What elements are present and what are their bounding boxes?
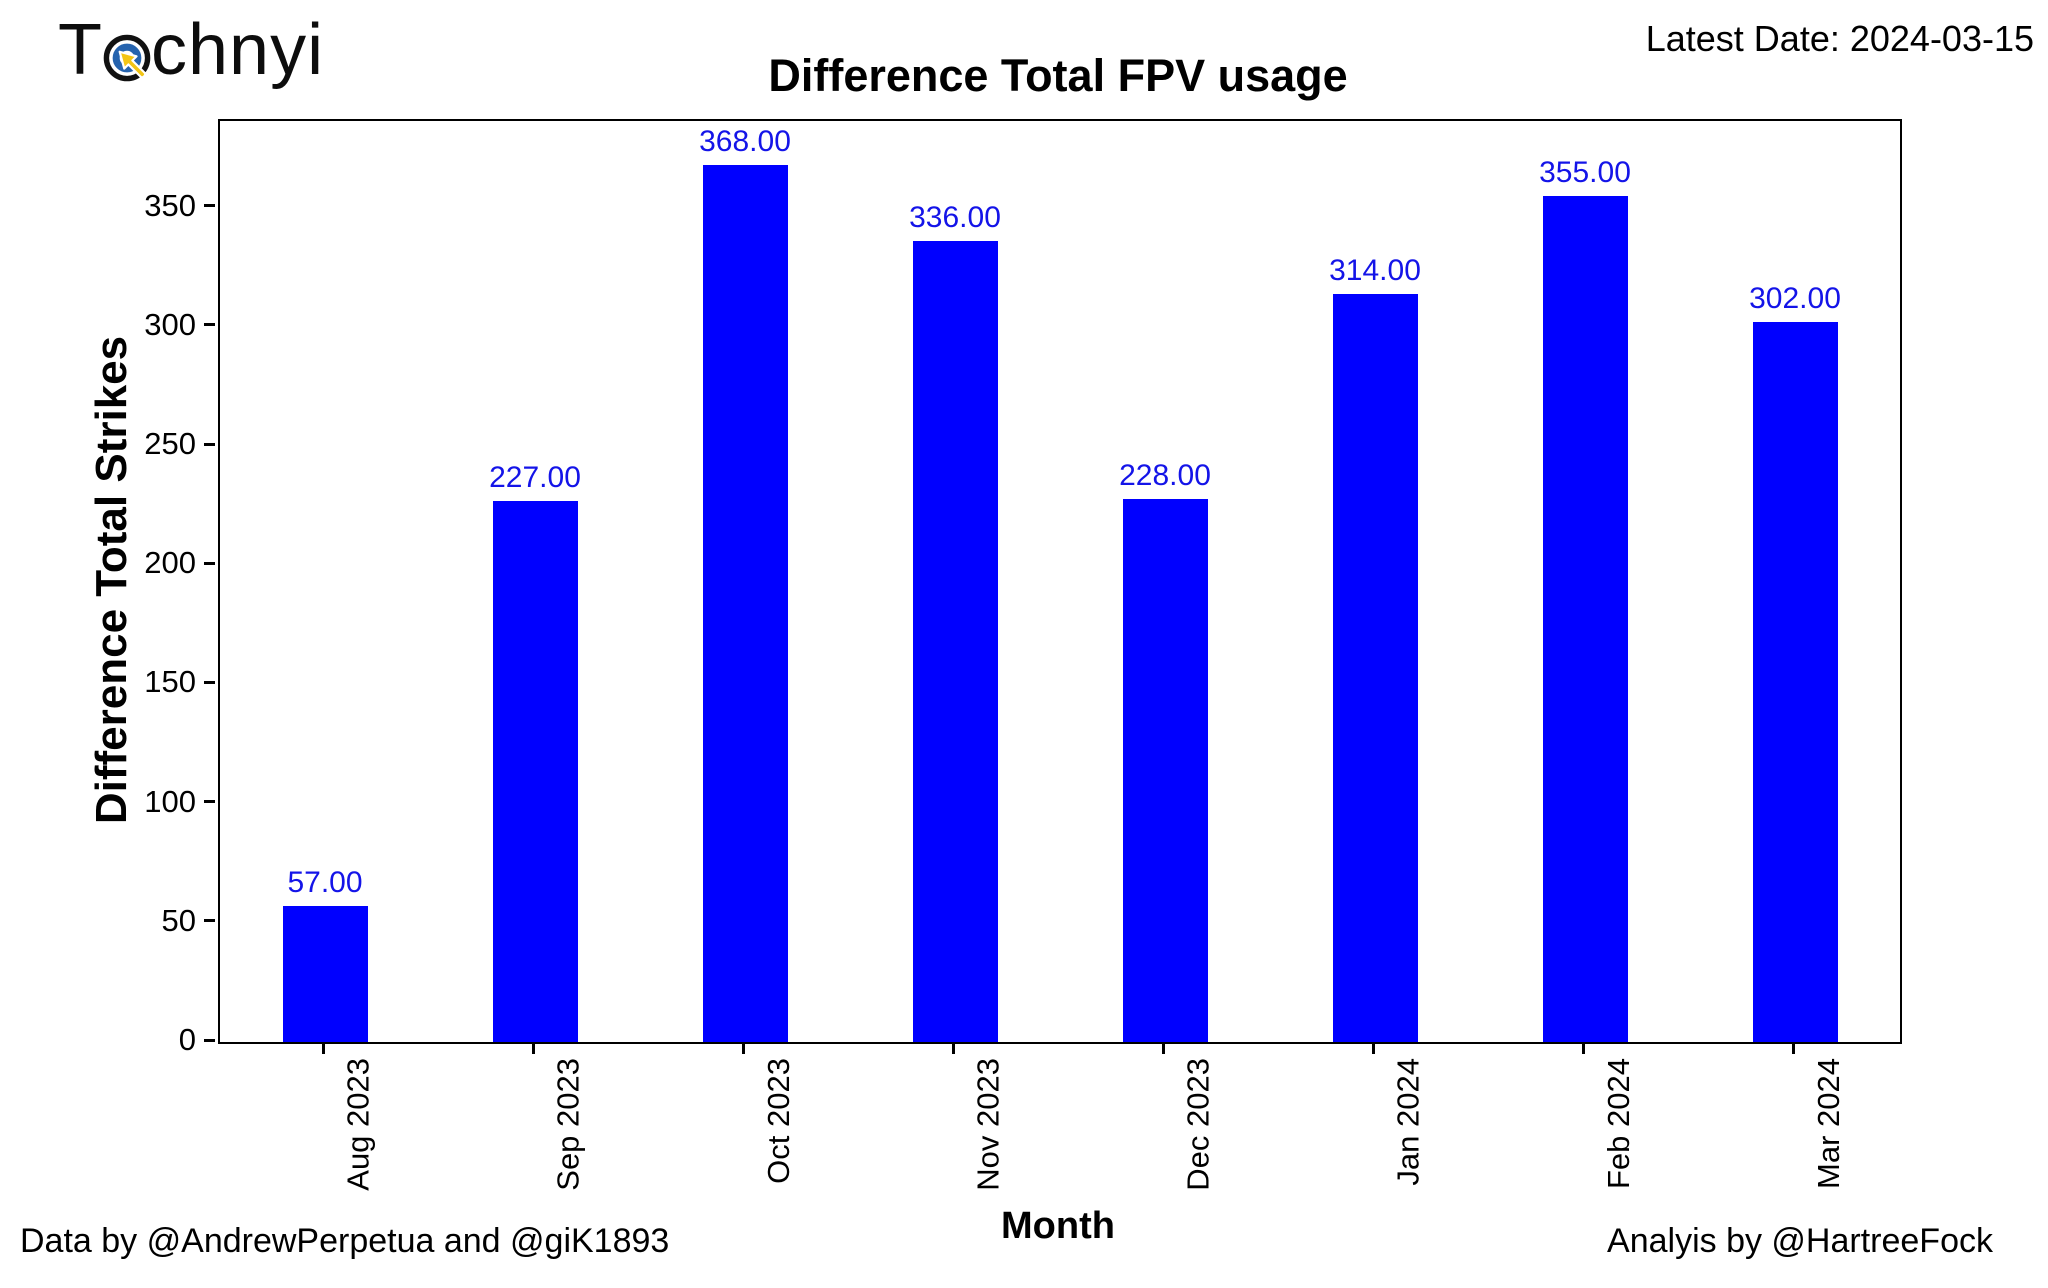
y-tick-mark <box>204 323 215 327</box>
y-tick-label: 350 <box>144 187 196 223</box>
y-axis-title: Difference Total Strikes <box>87 335 136 825</box>
bar <box>282 906 368 1042</box>
y-tick-label: 200 <box>144 545 196 581</box>
logo-text-prefix: T <box>58 10 103 90</box>
bar <box>1122 499 1208 1042</box>
target-cursor-icon <box>103 16 151 84</box>
chart-title: Difference Total FPV usage <box>768 50 1348 101</box>
y-tick-label: 0 <box>178 1022 196 1057</box>
bar-value-label: 302.00 <box>1749 282 1841 315</box>
x-tick-mark <box>1371 1043 1375 1054</box>
x-tick-label: Aug 2023 <box>341 1058 376 1191</box>
y-tick-label: 300 <box>144 306 196 342</box>
x-tick-label: Mar 2024 <box>1811 1058 1846 1189</box>
bar <box>492 501 578 1042</box>
x-tick-label: Feb 2024 <box>1601 1058 1636 1189</box>
y-tick-mark <box>204 442 215 446</box>
y-tick-label: 100 <box>144 783 196 819</box>
bar-value-label: 355.00 <box>1539 156 1631 189</box>
x-axis-title: Month <box>1001 1205 1115 1247</box>
y-tick-mark <box>204 204 215 208</box>
x-tick-label: Oct 2023 <box>761 1058 796 1184</box>
x-tick-label: Dec 2023 <box>1181 1058 1216 1191</box>
x-tick-mark <box>1791 1043 1795 1054</box>
x-tick-label: Jan 2024 <box>1391 1058 1426 1186</box>
y-tick-label: 250 <box>144 426 196 462</box>
bar-value-label: 227.00 <box>489 461 581 494</box>
data-credit-label: Data by @AndrewPerpetua and @giK1893 <box>20 1222 670 1260</box>
bar <box>1542 196 1628 1042</box>
x-tick-mark <box>321 1043 325 1054</box>
x-tick-mark <box>741 1043 745 1054</box>
x-tick-mark <box>531 1043 535 1054</box>
x-tick-mark <box>951 1043 955 1054</box>
y-tick-label: 150 <box>144 664 196 700</box>
y-tick-mark <box>204 561 215 565</box>
bar <box>702 165 788 1042</box>
x-tick-label: Sep 2023 <box>551 1058 586 1191</box>
bar <box>912 241 998 1042</box>
analysis-credit-label: Analyis by @HartreeFock <box>1607 1222 1993 1260</box>
bar <box>1332 294 1418 1042</box>
y-tick-mark <box>204 680 215 684</box>
x-tick-label: Nov 2023 <box>971 1058 1006 1191</box>
bar-value-label: 57.00 <box>287 866 363 899</box>
bar-value-label: 228.00 <box>1119 459 1211 492</box>
latest-date-label: Latest Date: 2024-03-15 <box>1645 18 2034 59</box>
x-tick-mark <box>1581 1043 1585 1054</box>
bar-value-label: 368.00 <box>699 125 791 158</box>
y-tick-mark <box>204 1038 215 1042</box>
x-tick-mark <box>1161 1043 1165 1054</box>
bar-value-label: 314.00 <box>1329 254 1421 287</box>
bar <box>1752 322 1838 1042</box>
logo-text-suffix: chnyi <box>150 10 325 90</box>
y-tick-mark <box>204 800 215 804</box>
y-tick-label: 50 <box>161 902 196 938</box>
bar-value-label: 336.00 <box>909 201 1001 234</box>
plot-area: 57.00 227.00 368.00 336.00 228.00 314.00 355.0… <box>218 119 1902 1044</box>
y-tick-mark <box>204 919 215 923</box>
logo: T chnyi <box>58 14 324 86</box>
